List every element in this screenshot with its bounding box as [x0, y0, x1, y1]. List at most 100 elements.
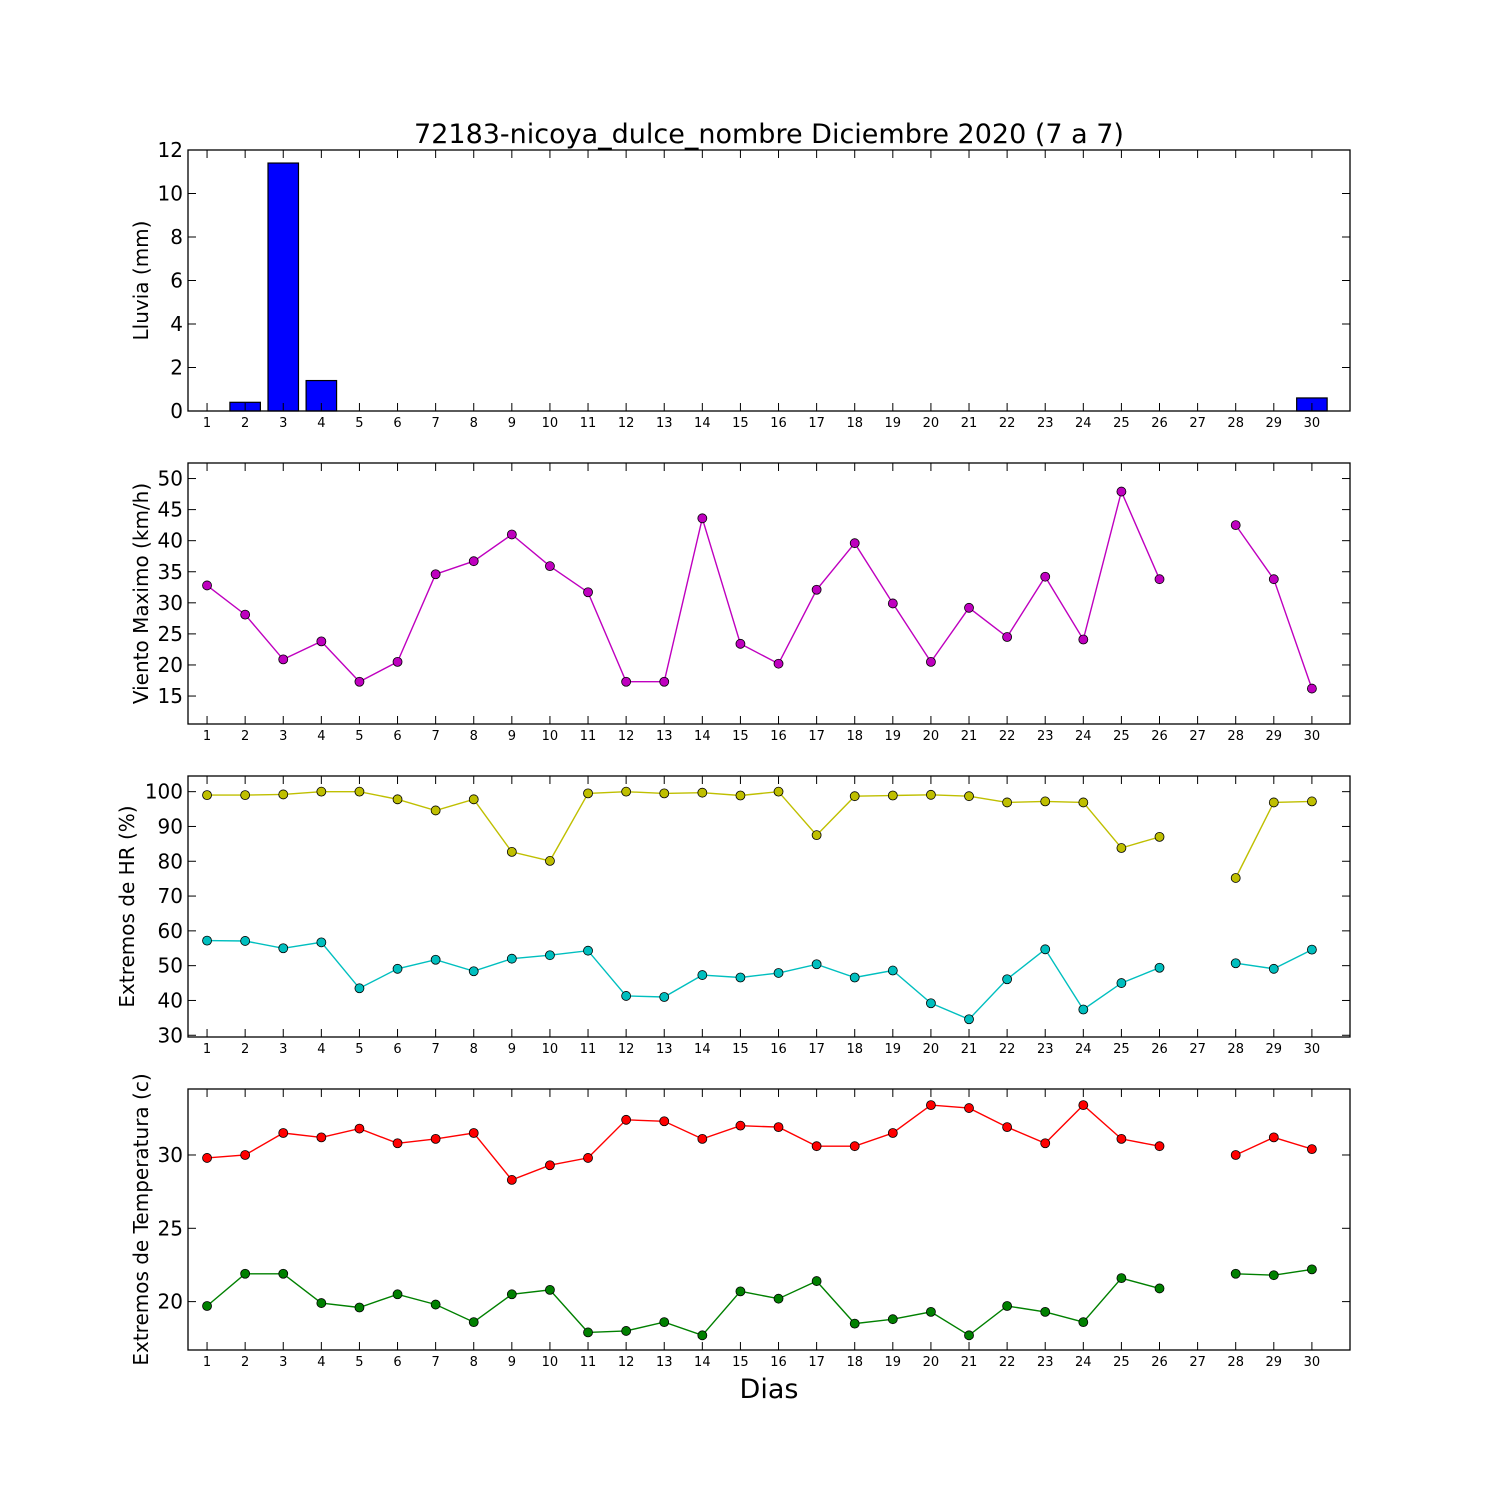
series-2-point-day-26	[1154, 962, 1165, 973]
series-1-point-day-10	[545, 856, 555, 866]
x-tick-label: 24	[1075, 416, 1092, 431]
series-2-point-day-12	[621, 1326, 632, 1336]
series-2-point-day-9	[506, 1289, 517, 1300]
series-1-point-day-18	[849, 1141, 860, 1152]
series-2-point-day-17	[811, 959, 822, 970]
y-tick-label: 10	[158, 182, 183, 206]
series-1-point-day-6	[392, 656, 403, 667]
x-tick-label: 1	[203, 416, 211, 431]
series-1-point-day-7	[430, 1133, 441, 1144]
series-1-point-day-16	[773, 1122, 784, 1133]
series-1-point-day-20	[926, 1100, 936, 1111]
y-axis-label: Extremos de HR (%)	[115, 805, 139, 1007]
x-tick-label: 3	[279, 416, 287, 431]
axes-frame	[187, 462, 1351, 725]
x-tick-label: 27	[1189, 729, 1206, 744]
series-1-point-day-18	[849, 538, 860, 549]
x-tick-label: 18	[846, 729, 863, 744]
x-tick-label: 1	[203, 1355, 211, 1370]
x-tick-label: 26	[1151, 1355, 1168, 1370]
series-1-point-day-3	[278, 789, 289, 800]
series-2-point-day-22	[1002, 974, 1013, 985]
series-2-point-day-16	[773, 968, 784, 978]
series-1-point-day-26	[1154, 832, 1165, 842]
series-2-point-day-3	[278, 943, 289, 954]
series-1-point-day-26	[1154, 1141, 1165, 1152]
series-1-point-day-12	[621, 786, 632, 797]
x-tick-label: 20	[923, 1355, 940, 1370]
x-tick-label: 8	[470, 729, 478, 744]
series-2-point-day-18	[849, 1318, 860, 1329]
x-tick-label: 11	[580, 1355, 597, 1370]
series-1-point-day-14	[697, 1133, 708, 1144]
series-2-point-day-19	[887, 1314, 898, 1325]
series-1-line	[207, 790, 1160, 862]
x-tick-label: 7	[431, 729, 439, 744]
series-2-point-day-16	[773, 1293, 784, 1304]
series-1-point-day-1	[202, 790, 212, 801]
series-1-point-day-11	[583, 1153, 593, 1163]
x-tick-label: 23	[1037, 416, 1054, 431]
x-tick-label: 17	[808, 1042, 825, 1057]
series-1-point-day-22	[1002, 1122, 1013, 1133]
series-1-point-day-28	[1230, 1150, 1241, 1160]
x-tick-label: 14	[694, 729, 711, 744]
x-tick-label: 19	[885, 1355, 902, 1370]
x-tick-label: 12	[618, 1042, 635, 1057]
chart-title: 72183-nicoya_dulce_nombre Diciembre 2020…	[414, 119, 1124, 150]
x-tick-label: 15	[732, 1355, 749, 1370]
series-1-point-day-29	[1268, 574, 1279, 585]
x-tick-label: 3	[279, 1042, 287, 1057]
series-1-point-day-23	[1040, 1138, 1051, 1149]
series-2-point-day-25	[1116, 1273, 1127, 1284]
series-2-point-day-8	[468, 966, 479, 977]
series-1-point-day-15	[735, 1120, 746, 1131]
x-tick-label: 11	[580, 416, 597, 431]
series-1-point-day-16	[773, 786, 784, 797]
x-tick-label: 18	[846, 1042, 863, 1057]
x-tick-label: 12	[618, 416, 635, 431]
series-2-point-day-30	[1307, 944, 1317, 955]
x-tick-label: 27	[1189, 416, 1206, 431]
x-tick-label: 4	[317, 1042, 325, 1057]
axes-frame	[187, 1088, 1351, 1351]
series-1-point-day-17	[811, 830, 822, 841]
y-tick-label: 0	[170, 399, 183, 423]
series-1-point-day-6	[392, 1138, 403, 1149]
series-1-line	[1235, 524, 1313, 689]
axes-frame	[187, 149, 1351, 412]
x-tick-label: 28	[1227, 1042, 1244, 1057]
x-tick-label: 28	[1227, 1355, 1244, 1370]
x-tick-label: 21	[961, 416, 978, 431]
x-tick-label: 19	[885, 1042, 902, 1057]
series-1-point-day-29	[1268, 1132, 1279, 1143]
x-tick-label: 9	[508, 1042, 516, 1057]
series-1-line	[206, 1104, 1160, 1181]
series-1-point-day-25	[1116, 486, 1127, 497]
series-1-point-day-5	[354, 1123, 365, 1134]
series-2-point-day-6	[392, 1289, 403, 1300]
series-2-point-day-29	[1268, 963, 1279, 974]
series-1-point-day-26	[1154, 574, 1165, 585]
series-1-line	[1235, 800, 1312, 879]
series-2-point-day-28	[1230, 958, 1241, 969]
series-2-point-day-30	[1307, 1264, 1317, 1275]
series-2-point-day-19	[887, 965, 898, 976]
series-1-point-day-9	[506, 846, 517, 857]
y-tick-label: 90	[158, 814, 183, 838]
x-tick-label: 7	[431, 1355, 439, 1370]
y-tick-label: 50	[158, 467, 183, 491]
x-tick-label: 20	[923, 416, 940, 431]
x-tick-label: 21	[961, 1042, 978, 1057]
x-tick-label: 18	[846, 1355, 863, 1370]
x-tick-label: 20	[923, 1042, 940, 1057]
series-1-point-day-4	[316, 786, 327, 797]
series-1-point-day-4	[316, 636, 327, 647]
series-1-point-day-13	[659, 1116, 670, 1127]
x-tick-label: 29	[1266, 729, 1283, 744]
series-2-point-day-28	[1230, 1268, 1241, 1279]
x-tick-label: 17	[808, 416, 825, 431]
series-2-point-day-11	[583, 945, 593, 956]
x-tick-label: 29	[1266, 416, 1283, 431]
